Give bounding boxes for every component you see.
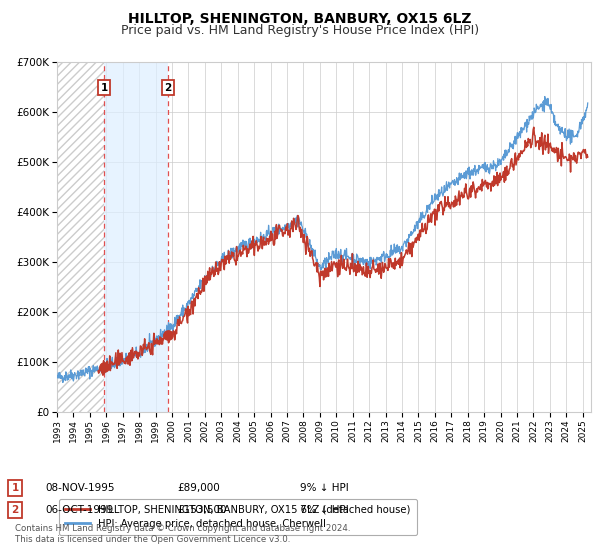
Bar — [104, 62, 168, 412]
Text: 2: 2 — [164, 83, 172, 93]
Text: 2: 2 — [11, 505, 19, 515]
Text: 1: 1 — [100, 83, 107, 93]
Text: HILLTOP, SHENINGTON, BANBURY, OX15 6LZ: HILLTOP, SHENINGTON, BANBURY, OX15 6LZ — [128, 12, 472, 26]
Text: This data is licensed under the Open Government Licence v3.0.: This data is licensed under the Open Gov… — [15, 535, 290, 544]
Text: Contains HM Land Registry data © Crown copyright and database right 2024.: Contains HM Land Registry data © Crown c… — [15, 524, 350, 533]
Text: 08-NOV-1995: 08-NOV-1995 — [45, 483, 115, 493]
Text: 7% ↓ HPI: 7% ↓ HPI — [300, 505, 349, 515]
Text: 06-OCT-1999: 06-OCT-1999 — [45, 505, 113, 515]
Bar — [57, 62, 104, 412]
Text: Price paid vs. HM Land Registry's House Price Index (HPI): Price paid vs. HM Land Registry's House … — [121, 24, 479, 37]
Legend: HILLTOP, SHENINGTON, BANBURY, OX15 6LZ (detached house), HPI: Average price, det: HILLTOP, SHENINGTON, BANBURY, OX15 6LZ (… — [59, 499, 417, 535]
Text: 1: 1 — [11, 483, 19, 493]
Point — [163, 330, 173, 339]
Text: £153,500: £153,500 — [177, 505, 227, 515]
Text: 9% ↓ HPI: 9% ↓ HPI — [300, 483, 349, 493]
Text: £89,000: £89,000 — [177, 483, 220, 493]
Point — [99, 363, 109, 372]
